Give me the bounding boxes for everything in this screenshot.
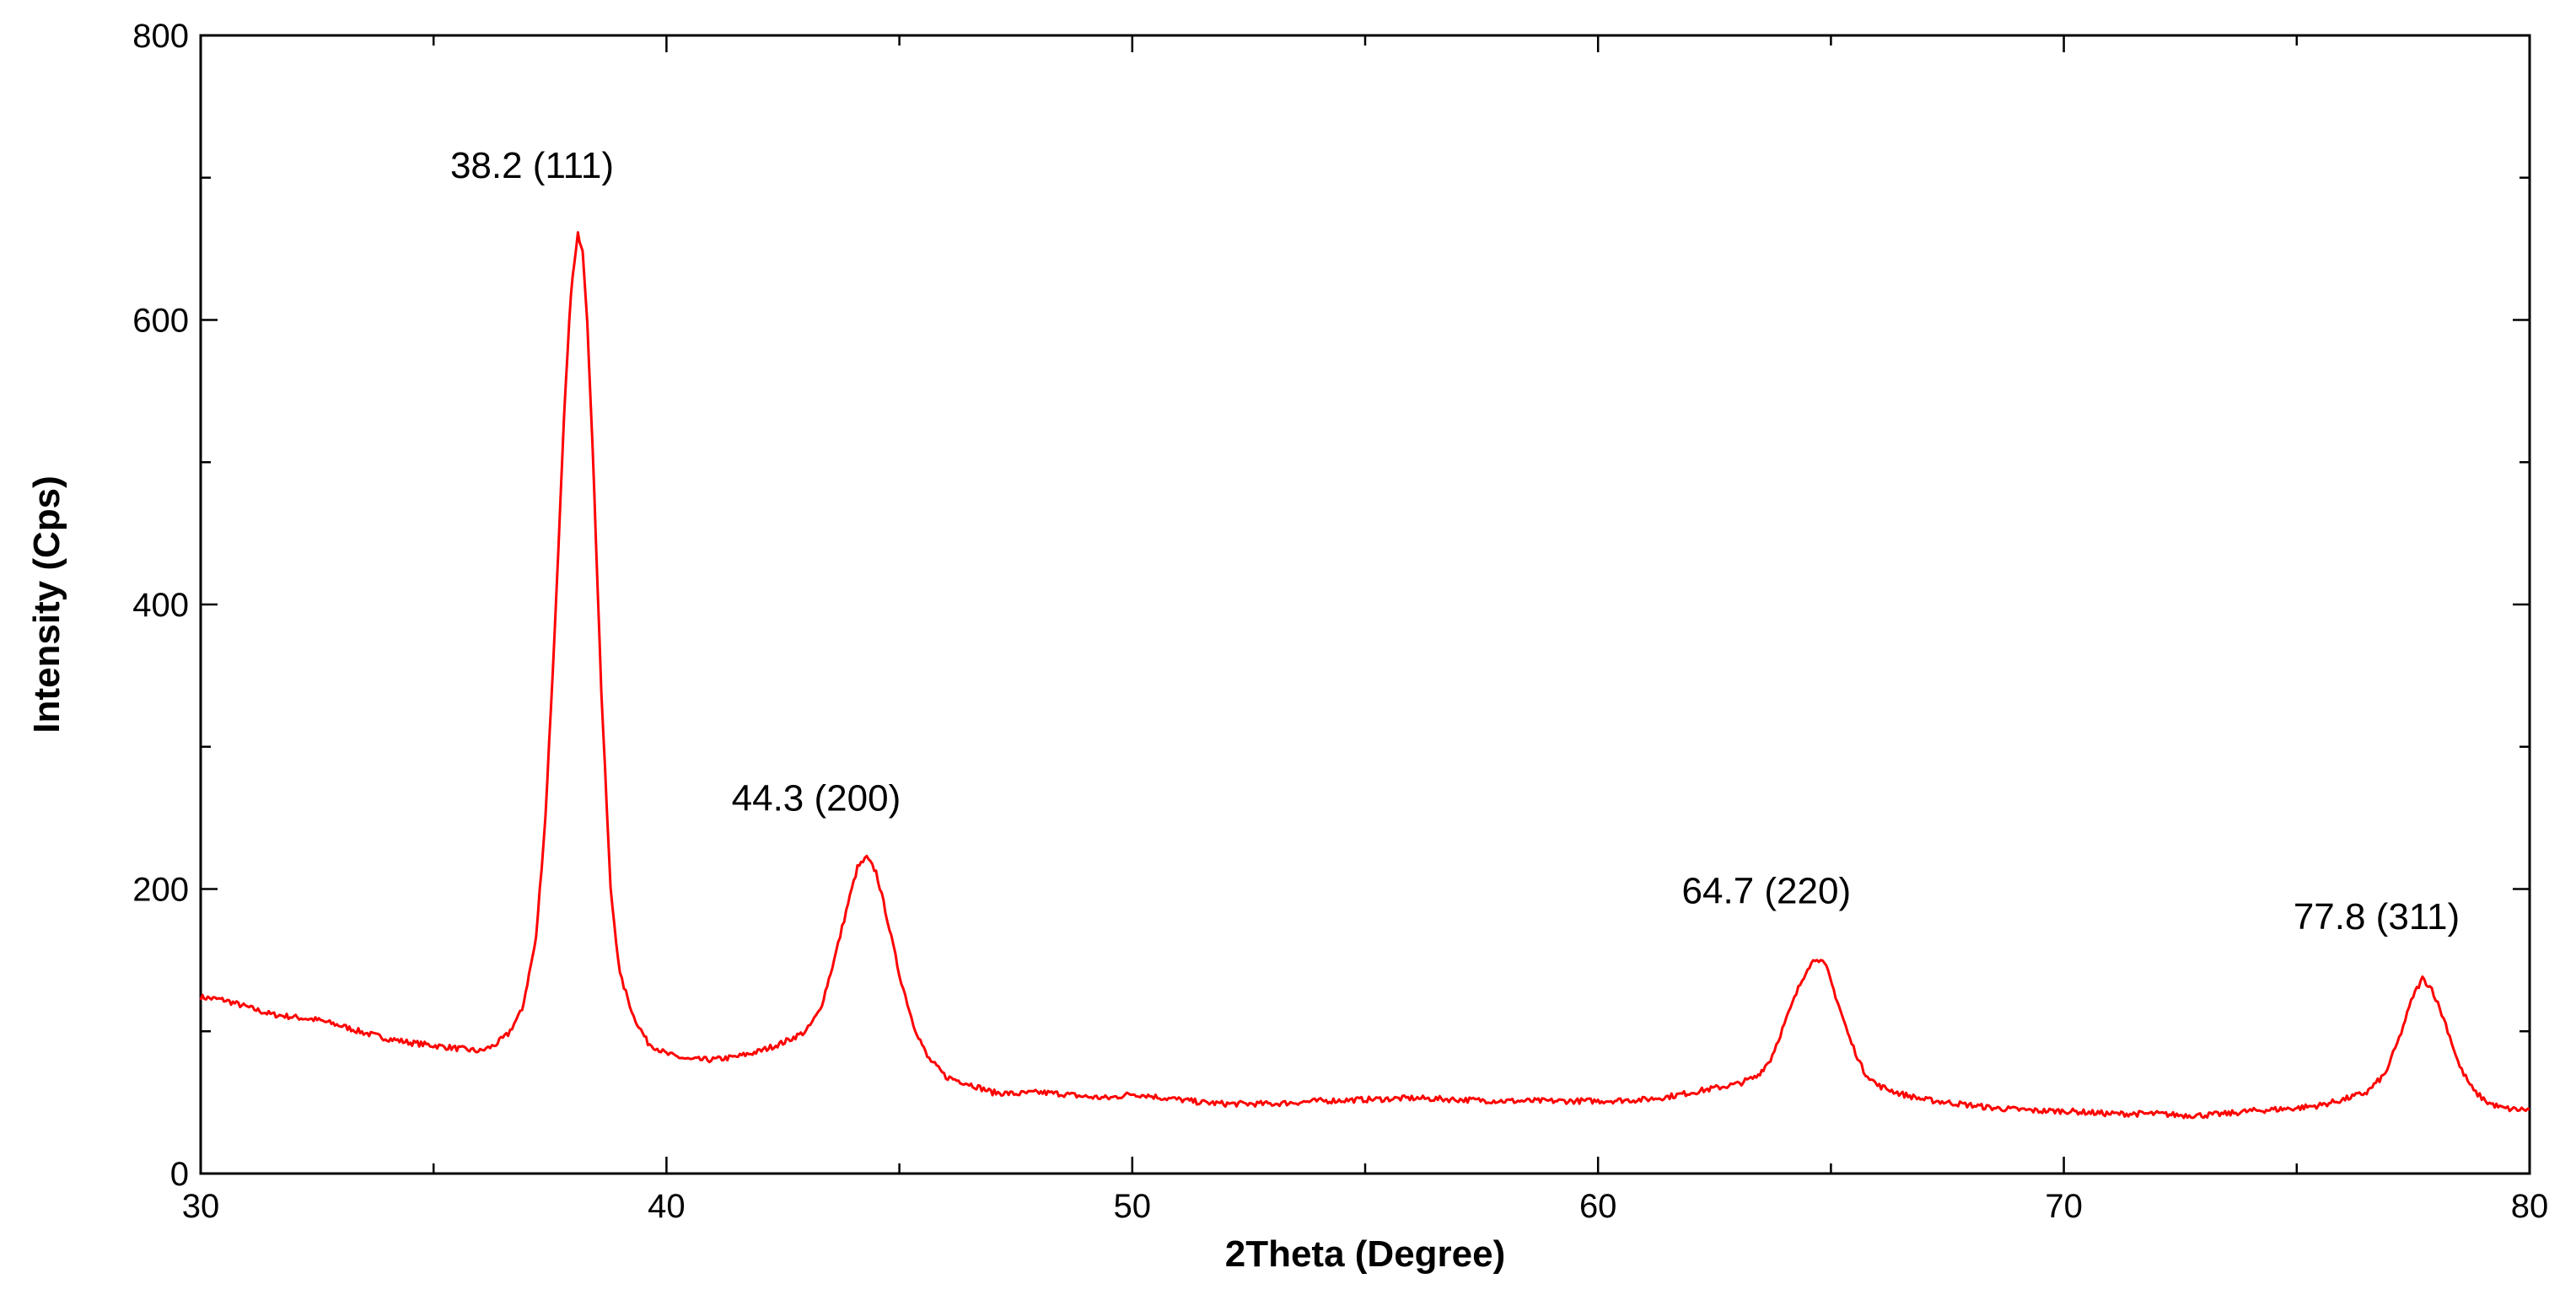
peak-label: 64.7 (220) <box>1682 870 1852 911</box>
x-tick-label: 30 <box>182 1188 220 1225</box>
x-tick-label: 80 <box>2511 1188 2549 1225</box>
y-tick-label: 600 <box>132 303 189 340</box>
y-tick-label: 200 <box>132 872 189 909</box>
y-tick-label: 0 <box>170 1156 189 1193</box>
x-tick-label: 70 <box>2045 1188 2083 1225</box>
x-tick-label: 50 <box>1114 1188 1152 1225</box>
peak-label: 44.3 (200) <box>732 778 901 819</box>
x-tick-label: 60 <box>1579 1188 1617 1225</box>
x-tick-label: 40 <box>648 1188 686 1225</box>
y-tick-label: 800 <box>132 18 189 55</box>
peak-annotations: 38.2 (111) 44.3 (200) 64.7 (220) 77.8 (311) <box>450 145 2460 937</box>
y-tick-label: 400 <box>132 587 189 624</box>
peak-label: 38.2 (111) <box>450 145 614 186</box>
axis-ticks <box>199 34 2531 1175</box>
peak-label: 77.8 (311) <box>2294 896 2460 937</box>
plot-frame <box>199 34 2531 1175</box>
series-line <box>199 231 2530 1120</box>
x-axis-title: 2Theta (Degree) <box>1225 1233 1506 1275</box>
y-axis-title: Intensity (Cps) <box>26 475 67 733</box>
